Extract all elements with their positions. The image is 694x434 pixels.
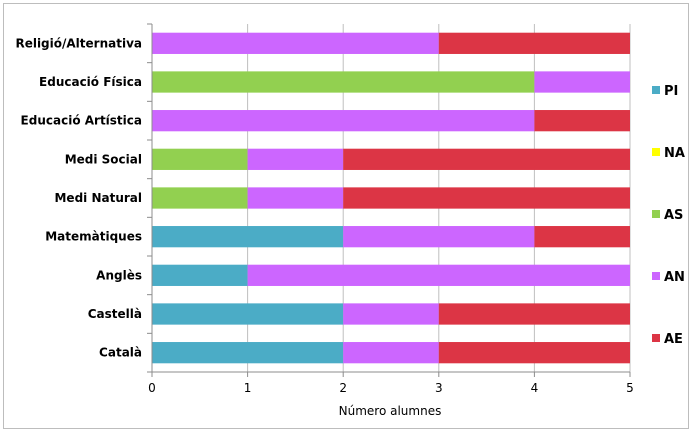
bar-segment-an — [534, 71, 630, 93]
category-label: Català — [99, 346, 142, 360]
category-label: Educació Física — [39, 75, 142, 89]
bar-segment-an — [343, 226, 535, 248]
legend-swatch-na — [652, 148, 660, 156]
category-label: Castellà — [88, 307, 142, 321]
category-label: Matemàtiques — [45, 230, 142, 244]
bar-segment-ae — [438, 342, 630, 364]
x-tick-label: 2 — [339, 381, 347, 395]
bar-segment-an — [152, 32, 439, 54]
bar-segment-pi — [152, 264, 248, 286]
legend-label-pi: PI — [664, 84, 678, 99]
bar-segment-an — [247, 148, 344, 170]
category-label: Anglès — [96, 268, 142, 282]
category-label: Educació Artística — [21, 114, 142, 128]
bar-segment-as — [152, 148, 248, 170]
bar-segment-as — [152, 71, 535, 93]
bar-segment-pi — [152, 342, 344, 364]
bar-segment-ae — [438, 303, 630, 325]
legend-label-ae: AE — [664, 332, 683, 347]
legend-label-as: AS — [664, 208, 683, 223]
x-tick-label: 0 — [148, 381, 156, 395]
bars — [152, 32, 630, 364]
category-label: Medi Natural — [54, 191, 142, 205]
bar-segment-as — [152, 187, 248, 209]
bar-segment-ae — [534, 226, 630, 248]
legend-swatch-ae — [652, 334, 660, 342]
bar-segment-an — [343, 342, 439, 364]
bar-segment-pi — [152, 303, 344, 325]
bar-segment-ae — [343, 148, 630, 170]
category-label: Religió/Alternativa — [15, 36, 142, 50]
x-tick-labels: 0 1 2 3 4 5 — [148, 381, 634, 395]
bar-segment-an — [343, 303, 439, 325]
x-tick-label: 3 — [435, 381, 443, 395]
legend-label-na: NA — [664, 146, 685, 161]
legend-label-an: AN — [664, 270, 685, 285]
legend-swatch-an — [652, 272, 660, 280]
legend: PI NA AS AN AE — [652, 84, 685, 347]
category-labels: Religió/Alternativa Educació Física Educac… — [15, 36, 142, 359]
bar-segment-an — [247, 187, 344, 209]
legend-swatch-as — [652, 210, 660, 218]
x-tick-label: 5 — [626, 381, 634, 395]
legend-swatch-pi — [652, 86, 660, 94]
category-label: Medi Social — [65, 152, 142, 166]
bar-segment-ae — [438, 32, 630, 54]
axes — [147, 23, 631, 377]
x-tick-label: 1 — [244, 381, 252, 395]
bar-segment-ae — [343, 187, 630, 209]
x-axis-title: Número alumnes — [339, 404, 442, 418]
bar-segment-an — [152, 110, 535, 132]
bar-segment-pi — [152, 226, 344, 248]
bar-segment-ae — [534, 110, 630, 132]
bar-segment-an — [247, 264, 630, 286]
x-tick-label: 4 — [531, 381, 539, 395]
